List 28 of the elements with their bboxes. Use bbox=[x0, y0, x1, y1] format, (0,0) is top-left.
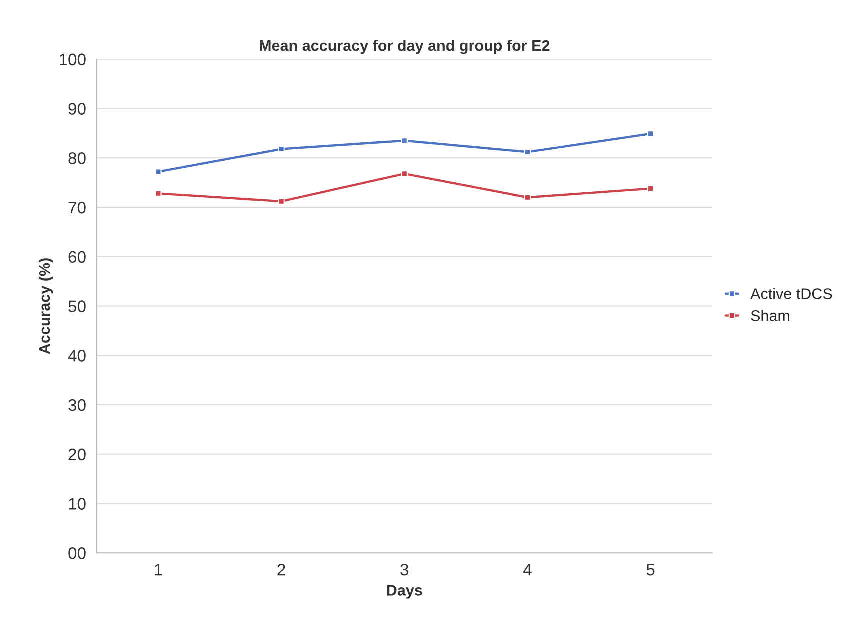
y-tick-label: 70 bbox=[68, 202, 86, 214]
y-tick-label: 30 bbox=[68, 399, 86, 412]
x-tick-label: 2 bbox=[278, 564, 286, 576]
y-tick-label: 50 bbox=[68, 300, 86, 312]
x-tick-label: 1 bbox=[155, 564, 162, 576]
x-tick-label: 3 bbox=[400, 564, 409, 576]
point bbox=[524, 194, 532, 201]
legend-label: Sham bbox=[751, 310, 790, 322]
point bbox=[401, 170, 408, 178]
point bbox=[155, 190, 162, 197]
y-tick-label: 100 bbox=[60, 54, 86, 66]
y-tick-label: 60 bbox=[68, 251, 86, 264]
y-tick-label: 10 bbox=[69, 498, 86, 510]
point bbox=[401, 138, 408, 144]
x-axis-title: Days bbox=[387, 585, 422, 599]
y-tick-label: 00 bbox=[68, 548, 86, 560]
legend-label: Active tDCS bbox=[750, 288, 832, 300]
point bbox=[155, 168, 162, 176]
y-tick-label: 80 bbox=[68, 152, 86, 164]
chart-title: Mean accuracy for day and group for E2 bbox=[260, 40, 550, 54]
y-axis-title: Accuracy (%) bbox=[38, 258, 54, 354]
y-tick-label: 90 bbox=[68, 103, 86, 115]
y-tick-label: 20 bbox=[68, 448, 86, 461]
x-tick-label: 5 bbox=[646, 564, 655, 576]
point bbox=[648, 130, 654, 138]
x-tick-label: 4 bbox=[523, 564, 532, 576]
y-tick-label: 40 bbox=[68, 350, 86, 362]
point bbox=[278, 198, 285, 205]
